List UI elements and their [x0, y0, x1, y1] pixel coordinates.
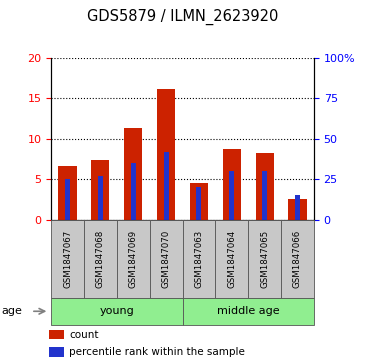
Bar: [124, 129, 142, 220]
Bar: [190, 183, 208, 220]
FancyBboxPatch shape: [281, 220, 314, 298]
Bar: [91, 160, 110, 220]
Bar: [223, 148, 241, 220]
Bar: [49, 347, 64, 356]
FancyBboxPatch shape: [182, 298, 314, 325]
Text: middle age: middle age: [217, 306, 280, 316]
Text: GSM1847067: GSM1847067: [63, 229, 72, 288]
Bar: [49, 330, 64, 339]
Bar: [255, 152, 274, 220]
Text: GDS5879 / ILMN_2623920: GDS5879 / ILMN_2623920: [87, 9, 278, 25]
Bar: [229, 171, 234, 220]
FancyBboxPatch shape: [248, 220, 281, 298]
Text: GSM1847069: GSM1847069: [129, 229, 138, 288]
Bar: [98, 176, 103, 220]
Text: percentile rank within the sample: percentile rank within the sample: [69, 347, 245, 357]
Text: age: age: [2, 306, 23, 316]
Bar: [157, 89, 175, 220]
Bar: [65, 179, 70, 220]
Bar: [262, 171, 267, 220]
FancyBboxPatch shape: [150, 220, 182, 298]
FancyBboxPatch shape: [51, 220, 84, 298]
Text: GSM1847063: GSM1847063: [195, 229, 203, 288]
FancyBboxPatch shape: [51, 298, 182, 325]
Bar: [295, 195, 300, 220]
Bar: [164, 152, 169, 220]
Text: count: count: [69, 330, 99, 339]
FancyBboxPatch shape: [84, 220, 117, 298]
Text: GSM1847064: GSM1847064: [227, 229, 236, 288]
Text: GSM1847066: GSM1847066: [293, 229, 302, 288]
Text: GSM1847068: GSM1847068: [96, 229, 105, 288]
Text: young: young: [99, 306, 134, 316]
Bar: [58, 166, 77, 220]
FancyBboxPatch shape: [215, 220, 248, 298]
Text: GSM1847065: GSM1847065: [260, 229, 269, 288]
Bar: [288, 199, 307, 220]
Bar: [131, 163, 136, 220]
Text: GSM1847070: GSM1847070: [162, 229, 170, 288]
FancyBboxPatch shape: [117, 220, 150, 298]
FancyBboxPatch shape: [182, 220, 215, 298]
Bar: [196, 187, 201, 220]
